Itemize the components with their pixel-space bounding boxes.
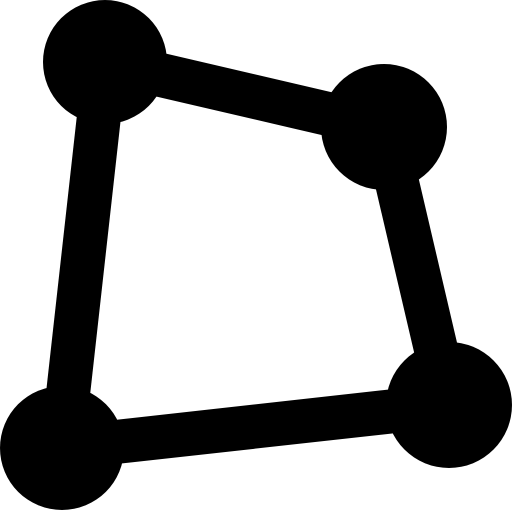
node-top-left <box>43 0 167 124</box>
edge-left <box>40 59 127 451</box>
node-bottom-right <box>386 342 512 468</box>
edge-bottom <box>59 383 452 470</box>
node-bottom-left <box>0 386 124 510</box>
node-top-right <box>321 64 447 190</box>
